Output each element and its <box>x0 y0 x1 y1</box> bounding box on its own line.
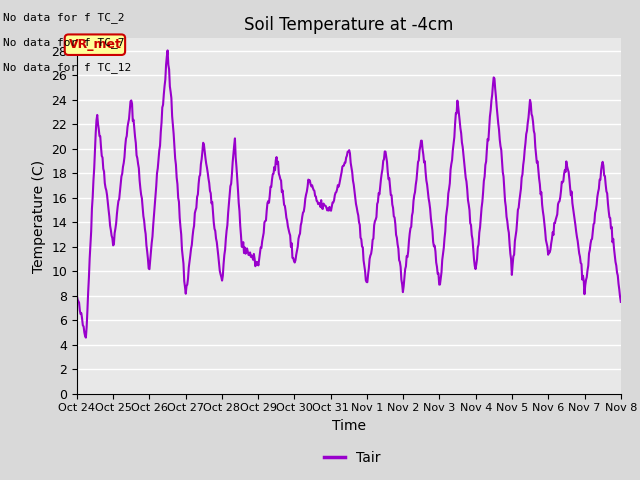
Title: Soil Temperature at -4cm: Soil Temperature at -4cm <box>244 16 454 34</box>
X-axis label: Time: Time <box>332 419 366 433</box>
Legend: Tair: Tair <box>318 445 386 471</box>
Y-axis label: Temperature (C): Temperature (C) <box>31 159 45 273</box>
Text: No data for f TC_2: No data for f TC_2 <box>3 12 125 23</box>
Text: No data for f TC_7: No data for f TC_7 <box>3 37 125 48</box>
Text: No data for f TC_12: No data for f TC_12 <box>3 62 131 73</box>
Text: VR_met: VR_met <box>68 38 122 51</box>
